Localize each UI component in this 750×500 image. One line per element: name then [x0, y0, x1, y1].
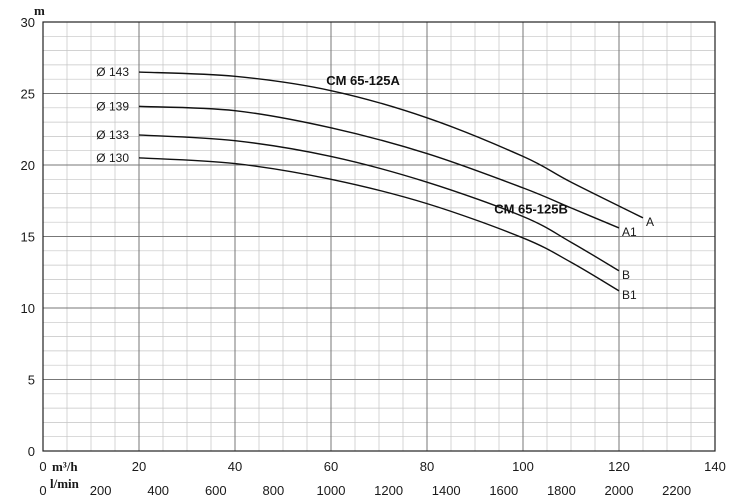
y-tick-label: 5	[28, 373, 35, 388]
y-tick-label: 30	[21, 15, 35, 30]
curve-line	[138, 105, 620, 229]
curve-start-label: Ø 133	[96, 128, 129, 142]
curve-start-label: Ø 130	[96, 151, 129, 165]
x-tick-label: 20	[132, 459, 146, 474]
x2-tick-label: 2200	[662, 483, 691, 498]
y-tick-label: 0	[28, 444, 35, 459]
curve-labels: Ø 143 A Ø 139 A1 Ø 133 B Ø 130 B1 CM 65-125A CM 6…	[96, 65, 654, 302]
x-tick-label: 40	[228, 459, 242, 474]
curve-line	[138, 134, 620, 272]
x2-tick-label: 600	[205, 483, 227, 498]
x-tick-label: 0	[39, 459, 46, 474]
x-tick-label: 60	[324, 459, 338, 474]
curve-start-label: Ø 143	[96, 65, 129, 79]
x2-tick-label: 400	[147, 483, 169, 498]
curve-line	[138, 157, 620, 292]
x-tick-label: 140	[704, 459, 726, 474]
x-secondary-axis-ticks: 0 200 400 600 800 1000 1200 1400 1600 1800 2000 220…	[39, 483, 691, 498]
x2-tick-label: 1800	[547, 483, 576, 498]
x-axis-unit-secondary: l/min	[50, 476, 80, 491]
y-axis-unit: m	[34, 3, 45, 18]
x2-tick-label: 1200	[374, 483, 403, 498]
x2-tick-label: 2000	[605, 483, 634, 498]
curve-start-label: Ø 139	[96, 99, 129, 113]
curve-line	[138, 71, 644, 219]
x-axis-unit-primary: m³/h	[52, 459, 78, 474]
plot-frame	[42, 21, 716, 452]
x-tick-label: 100	[512, 459, 534, 474]
x-axis-ticks: 0 20 40 60 80 100 120 140	[39, 459, 725, 474]
x2-tick-label: 1600	[489, 483, 518, 498]
y-axis-ticks: 0 5 10 15 20 25 30	[21, 15, 35, 459]
x2-tick-label: 0	[39, 483, 46, 498]
x2-tick-label: 1400	[432, 483, 461, 498]
curve-end-label: B	[622, 268, 630, 282]
model-label: CM 65-125A	[326, 73, 400, 88]
x2-tick-label: 200	[90, 483, 112, 498]
x2-tick-label: 800	[263, 483, 285, 498]
curve-end-label: A1	[622, 225, 637, 239]
x-tick-label: 120	[608, 459, 630, 474]
curve-end-label: B1	[622, 288, 637, 302]
y-tick-label: 20	[21, 158, 35, 173]
curves	[138, 71, 644, 292]
x2-tick-label: 1000	[317, 483, 346, 498]
curve-end-label: A	[646, 215, 654, 229]
y-tick-label: 10	[21, 301, 35, 316]
y-tick-label: 15	[21, 230, 35, 245]
x-tick-label: 80	[420, 459, 434, 474]
y-tick-label: 25	[21, 87, 35, 102]
model-label: CM 65-125B	[494, 202, 568, 217]
